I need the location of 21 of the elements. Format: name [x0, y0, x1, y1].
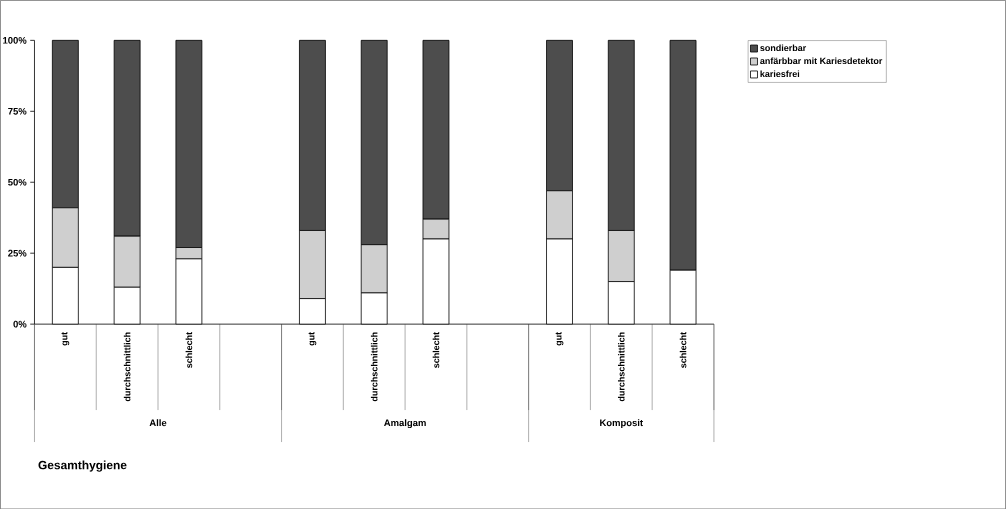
y-tick-label: 100%: [3, 36, 27, 44]
x-tick-label: gut: [555, 331, 564, 346]
x-tick-label: durchschnittlich: [370, 332, 378, 402]
y-tick-label: 25%: [8, 249, 27, 257]
x-axis-title: Gesamthygiene: [38, 460, 127, 472]
text: Amalgam: [384, 419, 426, 428]
x-tick-label: schlecht: [432, 331, 440, 368]
y-tick-label: 75%: [8, 107, 27, 115]
legend-label: anfärbbar mit Kariesdetektor: [760, 57, 883, 64]
x-tick-label: durchschnittlich: [123, 332, 131, 402]
y-tick-label: 0%: [13, 320, 27, 328]
legend-label: kariesfrei: [760, 70, 800, 77]
x-tick-label: gut: [308, 331, 317, 346]
x-tick-label: schlecht: [679, 331, 687, 368]
x-tick-label: durchschnittlich: [617, 332, 625, 402]
text: Alle: [149, 419, 167, 426]
x-tick-label: schlecht: [185, 331, 193, 368]
legend-label: sondierbar: [760, 44, 807, 51]
y-tick-label: 50%: [8, 178, 27, 186]
text: Komposit: [600, 419, 643, 428]
x-tick-label: gut: [61, 331, 70, 346]
